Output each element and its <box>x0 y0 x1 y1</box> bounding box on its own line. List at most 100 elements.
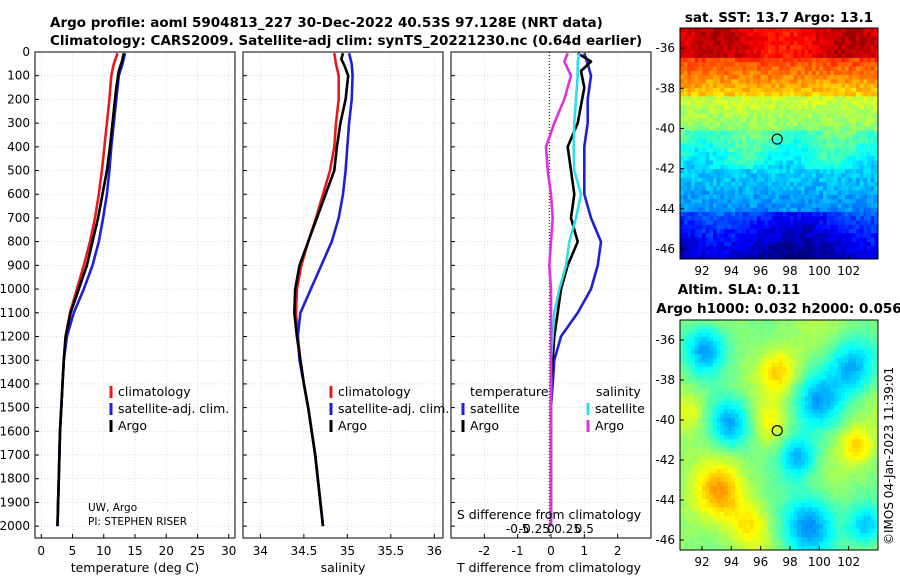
map-cell <box>771 79 776 85</box>
map-cell <box>848 211 853 217</box>
series-climatology <box>56 52 119 527</box>
map-cell <box>753 70 758 76</box>
map-cell <box>852 109 857 115</box>
map-cell <box>845 57 850 63</box>
map-cell <box>760 186 765 192</box>
map-cell <box>856 439 861 445</box>
legend-argo-label: Argo <box>338 418 367 433</box>
map-cell <box>812 417 817 423</box>
map-cell <box>768 164 773 170</box>
map-cell <box>867 229 872 234</box>
map-cell <box>797 186 802 192</box>
map-cell <box>771 400 776 406</box>
map-cell <box>790 122 795 127</box>
map-cell <box>720 426 725 432</box>
map-cell <box>727 349 732 355</box>
map-cell <box>801 207 806 213</box>
map-cell <box>687 173 692 179</box>
map-cell <box>764 70 769 76</box>
map-cell <box>727 375 732 381</box>
map-cell <box>709 207 714 213</box>
map-cell <box>779 396 784 402</box>
map-cell <box>786 186 791 192</box>
map-cell <box>731 92 736 98</box>
legend-climatology-label: climatology <box>118 384 191 399</box>
map-cell <box>823 337 828 342</box>
map-cell <box>852 49 857 55</box>
map-cell <box>852 62 857 68</box>
map-cell <box>793 447 798 453</box>
map-cell <box>768 341 773 347</box>
map-cell <box>848 66 853 72</box>
map-cell <box>786 250 791 256</box>
map-cell <box>764 379 769 385</box>
map-cell <box>738 417 743 423</box>
map-cell <box>757 70 762 76</box>
map-cell <box>709 134 714 140</box>
map-cell <box>760 130 765 136</box>
map-cell <box>716 371 721 376</box>
map-cell <box>746 375 751 381</box>
map-cell <box>852 443 857 449</box>
map-cell <box>735 409 740 415</box>
map-cell <box>757 220 762 226</box>
map-cell <box>812 211 817 217</box>
map-cell <box>760 345 765 351</box>
map-cell <box>859 122 864 127</box>
map-cell <box>768 237 773 243</box>
map-cell <box>749 126 754 132</box>
map-cell <box>808 362 813 368</box>
map-cell <box>764 199 769 204</box>
map-cell <box>815 430 820 436</box>
map-cell <box>790 452 795 457</box>
map-cell <box>764 40 769 46</box>
map-cell <box>727 413 732 419</box>
map-cell <box>823 417 828 423</box>
map-cell <box>698 66 703 72</box>
map-cell <box>812 194 817 200</box>
map-cell <box>823 220 828 226</box>
map-cell <box>867 246 872 252</box>
map-cell <box>859 152 864 157</box>
map-cell <box>801 371 806 376</box>
map-cell <box>771 45 776 50</box>
map-cell <box>790 96 795 102</box>
map-cell <box>771 156 776 162</box>
map-cell <box>808 220 813 226</box>
map-cell <box>683 375 688 381</box>
map-cell <box>735 379 740 385</box>
map-cell <box>790 83 795 89</box>
map-cell <box>775 199 780 204</box>
map-cell <box>760 160 765 166</box>
map-cell <box>867 341 872 347</box>
map-cell <box>746 358 751 364</box>
map-cell <box>782 62 787 68</box>
map-cell <box>687 460 692 466</box>
map-cell <box>841 341 846 347</box>
map-cell <box>698 134 703 140</box>
map-cell <box>702 83 707 89</box>
map-cell <box>757 130 762 136</box>
map-cell <box>702 332 707 338</box>
map-cell <box>753 383 758 389</box>
map-cell <box>804 117 809 123</box>
map-cell <box>757 250 762 256</box>
map-cell <box>826 354 831 359</box>
map-cell <box>753 332 758 338</box>
map-cell <box>812 237 817 243</box>
map-cell <box>834 105 839 110</box>
map-cell <box>808 32 813 38</box>
map-cell <box>716 32 721 38</box>
map-cell <box>804 400 809 406</box>
map-cell <box>713 28 718 33</box>
map-cell <box>848 430 853 436</box>
map-cell <box>830 388 835 394</box>
map-cell <box>720 383 725 389</box>
map-cell <box>793 109 798 115</box>
map-cell <box>834 345 839 351</box>
map-cell <box>768 405 773 411</box>
map-cell <box>760 49 765 55</box>
map-cell <box>870 53 875 59</box>
map-cell <box>716 143 721 149</box>
map-cell <box>804 134 809 140</box>
